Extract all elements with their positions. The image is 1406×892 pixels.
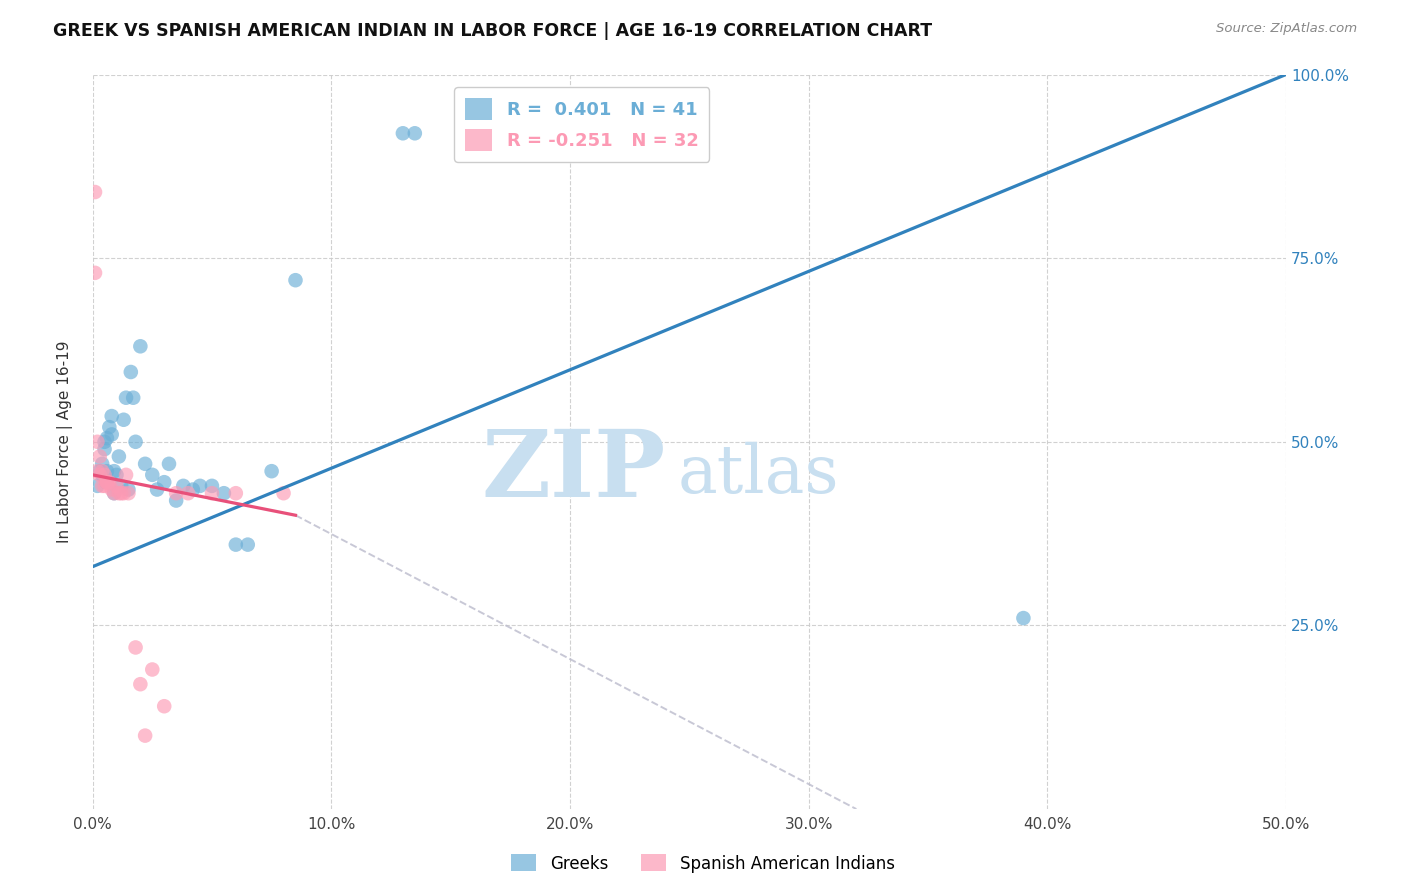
Point	[91, 464, 114, 478]
Point	[141, 467, 163, 482]
Point	[115, 467, 138, 482]
Point	[96, 464, 118, 478]
Point	[165, 493, 187, 508]
Point	[188, 479, 211, 493]
Point	[110, 486, 132, 500]
Point	[91, 479, 114, 493]
Point	[124, 640, 146, 655]
Point	[103, 486, 125, 500]
Point	[134, 729, 156, 743]
Point	[1012, 611, 1035, 625]
Point	[212, 486, 235, 500]
Point	[225, 538, 247, 552]
Point	[96, 475, 118, 490]
Point	[157, 457, 180, 471]
Point	[225, 486, 247, 500]
Point	[100, 409, 122, 423]
Point	[86, 464, 108, 478]
Legend: R =  0.401   N = 41, R = -0.251   N = 32: R = 0.401 N = 41, R = -0.251 N = 32	[454, 87, 710, 162]
Point	[105, 467, 128, 482]
Point	[129, 677, 152, 691]
Point	[120, 365, 142, 379]
Text: atlas: atlas	[678, 442, 839, 508]
Point	[172, 479, 194, 493]
Point	[96, 475, 118, 490]
Point	[392, 126, 415, 140]
Point	[98, 420, 121, 434]
Point	[260, 464, 283, 478]
Point	[91, 467, 114, 482]
Point	[153, 475, 176, 490]
Y-axis label: In Labor Force | Age 16-19: In Labor Force | Age 16-19	[58, 341, 73, 543]
Point	[93, 467, 115, 482]
Legend: Greeks, Spanish American Indians: Greeks, Spanish American Indians	[505, 847, 901, 880]
Point	[201, 479, 224, 493]
Point	[404, 126, 426, 140]
Point	[165, 486, 187, 500]
Point	[236, 538, 259, 552]
Point	[84, 266, 107, 280]
Point	[117, 486, 139, 500]
Point	[93, 442, 115, 457]
Point	[96, 475, 118, 490]
Point	[93, 434, 115, 449]
Point	[98, 475, 121, 490]
Point	[112, 486, 135, 500]
Point	[86, 479, 108, 493]
Point	[103, 464, 125, 478]
Point	[117, 483, 139, 497]
Point	[153, 699, 176, 714]
Point	[93, 479, 115, 493]
Point	[115, 391, 138, 405]
Point	[84, 185, 107, 199]
Point	[91, 457, 114, 471]
Point	[124, 434, 146, 449]
Point	[105, 479, 128, 493]
Point	[110, 479, 132, 493]
Point	[86, 434, 108, 449]
Point	[108, 450, 131, 464]
Point	[112, 413, 135, 427]
Point	[177, 486, 200, 500]
Point	[181, 483, 204, 497]
Point	[108, 486, 131, 500]
Point	[146, 483, 169, 497]
Point	[89, 450, 111, 464]
Point	[122, 391, 145, 405]
Point	[100, 483, 122, 497]
Text: GREEK VS SPANISH AMERICAN INDIAN IN LABOR FORCE | AGE 16-19 CORRELATION CHART: GREEK VS SPANISH AMERICAN INDIAN IN LABO…	[53, 22, 932, 40]
Point	[134, 457, 156, 471]
Point	[89, 464, 111, 478]
Point	[273, 486, 295, 500]
Point	[96, 431, 118, 445]
Point	[100, 427, 122, 442]
Text: ZIP: ZIP	[481, 426, 665, 516]
Point	[284, 273, 307, 287]
Point	[129, 339, 152, 353]
Point	[103, 486, 125, 500]
Text: Source: ZipAtlas.com: Source: ZipAtlas.com	[1216, 22, 1357, 36]
Point	[141, 663, 163, 677]
Point	[201, 486, 224, 500]
Point	[89, 467, 111, 482]
